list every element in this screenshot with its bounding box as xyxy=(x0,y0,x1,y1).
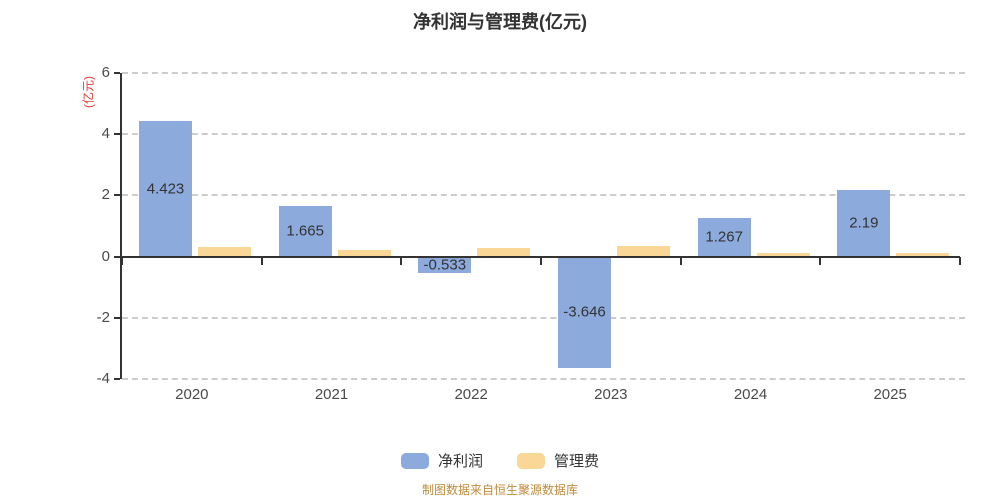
bar-value-label-2021: 1.665 xyxy=(286,222,324,240)
gridline xyxy=(122,378,965,380)
x-tick-label: 2024 xyxy=(733,386,768,403)
bar-management-fee-2023 xyxy=(617,245,670,257)
bar-value-label-2023: -3.646 xyxy=(563,303,606,321)
legend-label-net-profit: 净利润 xyxy=(437,453,483,470)
gridline xyxy=(122,316,965,319)
y-tick-label: -4 xyxy=(96,370,110,387)
x-tick-label: 2022 xyxy=(454,386,488,403)
legend-swatch-net-profit xyxy=(400,452,429,469)
x-tick-label: 2021 xyxy=(314,386,349,403)
y-axis-line xyxy=(120,73,122,379)
y-tick-label: -2 xyxy=(96,308,110,326)
gridline xyxy=(122,133,965,136)
chart-title: 净利润与管理费(亿元) xyxy=(413,12,587,32)
gridline xyxy=(122,194,965,197)
y-tick xyxy=(114,255,120,258)
bar-value-label-2022: -0.533 xyxy=(423,256,467,274)
y-tick xyxy=(114,378,120,380)
x-tick-label: 2020 xyxy=(175,386,209,403)
y-tick xyxy=(114,194,120,197)
legend: 净利润 管理费 xyxy=(0,450,1000,471)
y-tick xyxy=(114,72,120,74)
source-note: 制图数据来自恒生聚源数据库 xyxy=(421,483,578,497)
x-tick xyxy=(819,256,822,265)
bar-management-fee-2022 xyxy=(477,248,531,257)
legend-swatch-management-fee xyxy=(517,452,545,469)
y-tick-label: 6 xyxy=(101,64,110,81)
bar-net-profit-2025 xyxy=(837,189,891,257)
bar-net-profit-2024 xyxy=(697,217,751,257)
legend-label-management-fee: 管理费 xyxy=(554,453,600,470)
x-tick xyxy=(540,256,542,265)
bar-management-fee-2020 xyxy=(198,246,251,257)
bar-net-profit-2023 xyxy=(558,256,611,369)
bar-net-profit-2020 xyxy=(139,121,192,257)
x-tick xyxy=(260,256,263,265)
x-tick-label: 2023 xyxy=(594,386,628,403)
bar-net-profit-2022 xyxy=(418,256,472,273)
legend-item-management-fee[interactable]: 管理费 xyxy=(517,450,599,471)
legend-item-net-profit[interactable]: 净利润 xyxy=(400,450,483,471)
bar-value-label-2024: 1.267 xyxy=(705,228,743,246)
x-tick xyxy=(400,256,403,265)
y-tick xyxy=(114,133,120,136)
bar-value-label-2020: 4.423 xyxy=(146,180,185,198)
bar-value-label-2025: 2.19 xyxy=(849,214,879,232)
gridline xyxy=(122,72,965,74)
bar-management-fee-2024 xyxy=(756,252,810,257)
y-tick-label: 0 xyxy=(101,247,110,265)
bar-net-profit-2021 xyxy=(278,205,332,257)
x-tick-label: 2025 xyxy=(873,386,907,403)
x-tick xyxy=(679,256,682,265)
bar-management-fee-2025 xyxy=(896,252,950,257)
bar-management-fee-2021 xyxy=(337,249,391,257)
y-tick-label: 2 xyxy=(101,186,110,204)
y-tick-label: 4 xyxy=(101,125,110,143)
y-tick xyxy=(114,316,120,319)
x-tick xyxy=(121,256,123,265)
x-tick xyxy=(959,256,961,265)
